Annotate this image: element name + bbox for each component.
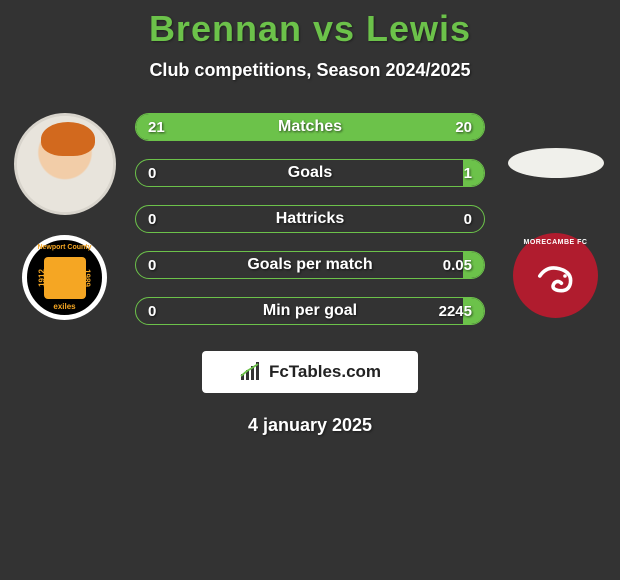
right-player-column: MORECAMBE FC [503,113,608,318]
date-label: 4 january 2025 [0,415,620,436]
stat-label: Min per goal [263,302,357,320]
stat-left-value: 21 [148,119,165,136]
stat-label: Goals per match [247,256,372,274]
comparison-card: Brennan vs Lewis Club competitions, Seas… [0,0,620,436]
club-left-badge: Newport County 1912 1989 exiles [22,235,107,320]
stats-area: Newport County 1912 1989 exiles 21 Match… [0,113,620,325]
player-right-avatar [508,148,604,178]
branding-badge[interactable]: FcTables.com [202,351,418,393]
stat-right-value: 2245 [439,303,472,320]
club-left-name: Newport County [37,244,91,251]
stat-left-value: 0 [148,303,156,320]
club-right-name: MORECAMBE FC [524,239,588,246]
shrimp-icon [529,249,583,303]
subtitle: Club competitions, Season 2024/2025 [0,60,620,81]
stat-row-matches: 21 Matches 20 [135,113,485,141]
left-player-column: Newport County 1912 1989 exiles [12,113,117,320]
stat-row-mpg: 0 Min per goal 2245 [135,297,485,325]
stat-right-value: 0.05 [443,257,472,274]
stat-right-value: 1 [464,165,472,182]
stat-row-hattricks: 0 Hattricks 0 [135,205,485,233]
stat-left-value: 0 [148,257,156,274]
stat-label: Goals [288,164,332,182]
stat-right-value: 20 [455,119,472,136]
club-right-badge: MORECAMBE FC [513,233,598,318]
stat-label: Matches [278,118,342,136]
chart-icon [239,362,263,382]
stat-right-value: 0 [464,211,472,228]
stats-column: 21 Matches 20 0 Goals 1 0 Hattricks 0 [135,113,485,325]
stat-row-goals: 0 Goals 1 [135,159,485,187]
stat-label: Hattricks [276,210,344,228]
player-left-avatar [14,113,116,215]
branding-text: FcTables.com [269,362,381,382]
stat-row-gpm: 0 Goals per match 0.05 [135,251,485,279]
stat-left-value: 0 [148,165,156,182]
page-title: Brennan vs Lewis [0,8,620,50]
stat-left-value: 0 [148,211,156,228]
